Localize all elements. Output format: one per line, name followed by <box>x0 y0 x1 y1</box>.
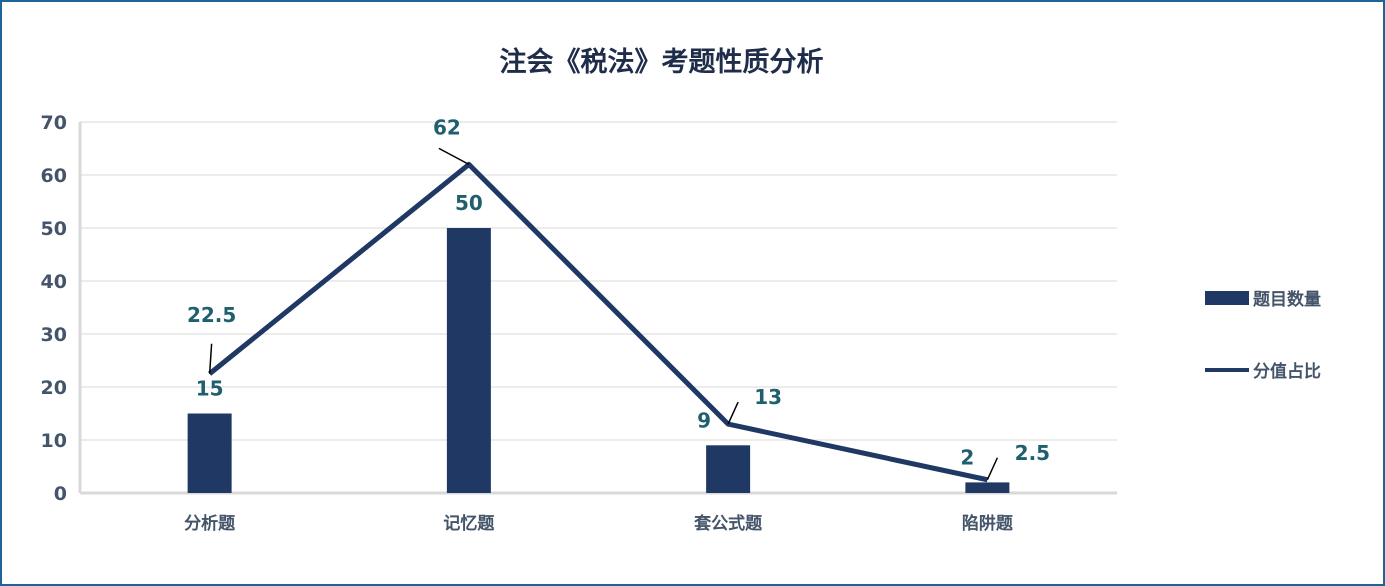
y-tick-label: 30 <box>41 324 67 346</box>
bar <box>187 413 232 493</box>
leader-line <box>986 457 999 481</box>
legend-item-bar: 题目数量 <box>1205 285 1321 310</box>
leader-line <box>438 147 470 166</box>
y-tick-label: 20 <box>41 377 67 399</box>
line-data-label: 22.5 <box>187 303 236 327</box>
bar-data-label: 2 <box>960 445 974 469</box>
chart-title: 注会《税法》考题性质分析 <box>499 47 824 78</box>
legend-item-line: 分值占比 <box>1205 357 1321 382</box>
y-tick-label: 70 <box>41 112 67 134</box>
x-tick-label: 套公式题 <box>693 513 763 534</box>
leader-line <box>208 343 213 374</box>
bar <box>446 228 491 493</box>
y-tick-label: 40 <box>41 271 67 293</box>
bar-data-label: 15 <box>196 377 224 401</box>
y-tick-label: 50 <box>41 218 67 240</box>
bar-data-label: 50 <box>455 191 483 215</box>
line-data-label: 2.5 <box>1015 441 1050 465</box>
legend-swatch-line <box>1205 367 1249 372</box>
y-tick-label: 60 <box>41 165 67 187</box>
legend-label-bar: 题目数量 <box>1253 290 1321 310</box>
x-tick-label: 陷阱题 <box>962 513 1014 534</box>
line-data-label: 62 <box>433 115 461 139</box>
x-tick-label: 分析题 <box>184 513 236 534</box>
y-tick-label: 10 <box>41 430 67 452</box>
bar-data-label: 9 <box>697 408 711 432</box>
bar <box>965 482 1010 493</box>
leader-line <box>727 401 739 425</box>
series-line <box>208 161 988 483</box>
legend-label-line: 分值占比 <box>1253 362 1321 382</box>
bar <box>706 445 751 493</box>
line-data-label: 13 <box>754 385 782 409</box>
y-tick-label: 0 <box>54 483 67 505</box>
x-tick-label: 记忆题 <box>443 513 495 534</box>
legend-swatch-bar <box>1205 290 1249 305</box>
